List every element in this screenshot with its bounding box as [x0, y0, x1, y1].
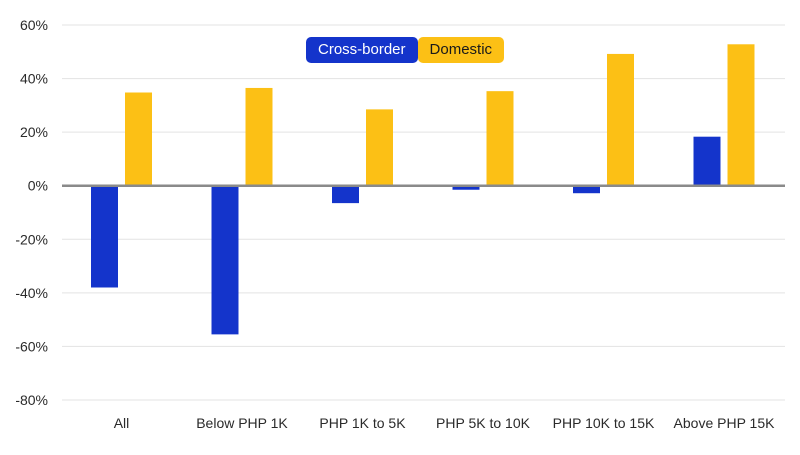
y-tick-label: -80% [15, 392, 48, 408]
legend: Cross-border Domestic [306, 37, 505, 63]
y-tick-labels: 60% 40% 20% 0% -20% -40% -60% -80% [15, 17, 48, 408]
bar-cross-border [91, 185, 118, 288]
gridlines [62, 24, 785, 401]
y-tick-label: 0% [28, 178, 48, 194]
bar-domestic [727, 44, 755, 186]
bar-cross-border [211, 185, 239, 335]
y-tick-label: -40% [15, 285, 48, 301]
y-tick-label: -60% [15, 338, 48, 354]
x-tick-label: All [114, 415, 130, 431]
bar-domestic [125, 92, 152, 186]
bar-cross-border [693, 136, 721, 186]
bar-domestic [366, 109, 393, 186]
legend-item-domestic: Domestic [417, 37, 505, 63]
bar-cross-border [452, 185, 480, 190]
y-tick-label: 40% [20, 71, 48, 87]
bar-cross-border [332, 185, 359, 204]
y-tick-label: -20% [15, 231, 48, 247]
x-tick-labels: All Below PHP 1K PHP 1K to 5K PHP 5K to 10K… [114, 415, 775, 431]
y-tick-label: 20% [20, 124, 48, 140]
bar-domestic [486, 91, 514, 186]
legend-item-cross-border: Cross-border [306, 37, 418, 63]
bars [91, 44, 755, 335]
y-tick-label: 60% [20, 17, 48, 33]
x-tick-label: PHP 1K to 5K [319, 415, 406, 431]
x-tick-label: Above PHP 15K [674, 415, 776, 431]
bar-domestic [245, 87, 273, 186]
x-tick-label: PHP 10K to 15K [553, 415, 655, 431]
bar-cross-border [573, 185, 600, 194]
x-tick-label: Below PHP 1K [196, 415, 288, 431]
x-tick-label: PHP 5K to 10K [436, 415, 531, 431]
bar-domestic [607, 53, 634, 186]
